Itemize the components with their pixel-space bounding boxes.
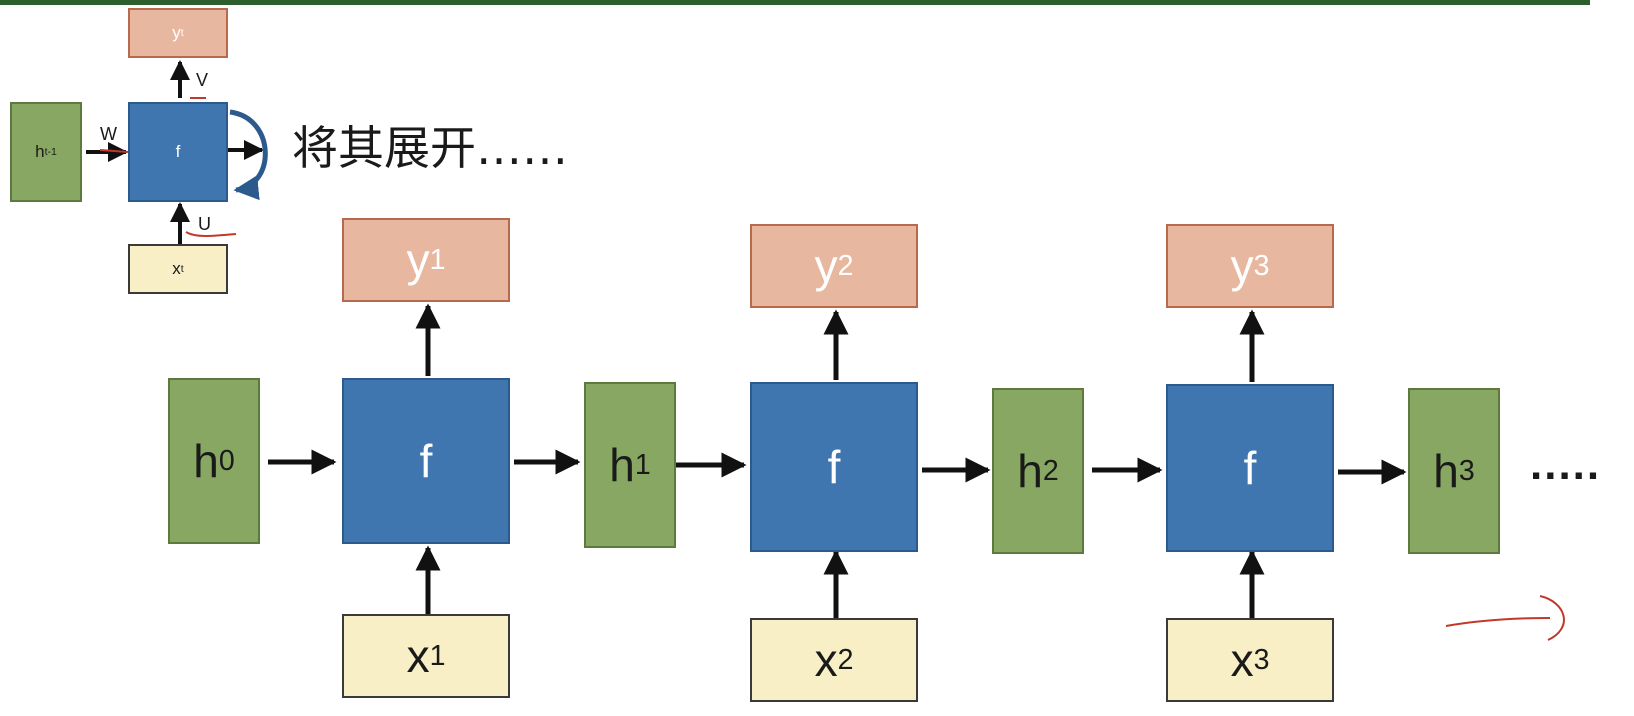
small-y-label: y [172,23,181,42]
small-f-label: f [175,142,181,161]
cell-label: f [827,441,841,493]
small-h-sub: t-1 [44,146,57,158]
input-sub: 3 [1253,643,1270,676]
small-y-sub: t [180,27,184,39]
output-sub: 3 [1253,249,1270,282]
hidden-label: h [609,439,635,491]
input-label: x [814,634,838,686]
input-label: x [1230,634,1254,686]
output-sub: 2 [837,249,854,282]
weight-u-label: U [198,214,211,234]
small-h-label: h [35,142,45,161]
caption-unroll: 将其展开…… [292,121,568,175]
small-hidden-h: h t-1 [10,102,82,202]
input-sub: 2 [837,643,854,676]
small-cell-f: f [128,102,228,202]
hidden-sub: 0 [218,444,235,477]
cell-label: f [1243,442,1257,494]
weight-v-label: V [196,70,209,90]
hidden-label: h [1017,445,1043,497]
output-sub: 1 [429,243,446,276]
cell-f3: f [1166,384,1334,552]
hidden-label: h [1433,445,1459,497]
cell-f1: f [342,378,510,544]
weight-w-label: W [100,124,117,144]
small-x-label: x [172,259,181,278]
red-annotation-arrow [1445,595,1565,641]
red-mark-u [185,231,237,237]
red-mark-w [99,149,129,153]
small-recurrent-loop [229,109,268,201]
cell-label: f [419,435,433,487]
hidden-label: h [193,435,219,487]
cell-f2: f [750,382,918,552]
input-label: x [406,630,430,682]
output-label: y [406,234,430,286]
small-x-sub: t [180,263,184,275]
hidden-sub: 3 [1458,454,1475,487]
hidden-sub: 1 [634,448,651,481]
output-label: y [814,240,838,292]
input-sub: 1 [429,639,446,672]
output-label: y [1230,240,1254,292]
hidden-sub: 2 [1042,454,1059,487]
continuation-dots: ..... [1530,440,1602,489]
top-border [0,0,1590,5]
